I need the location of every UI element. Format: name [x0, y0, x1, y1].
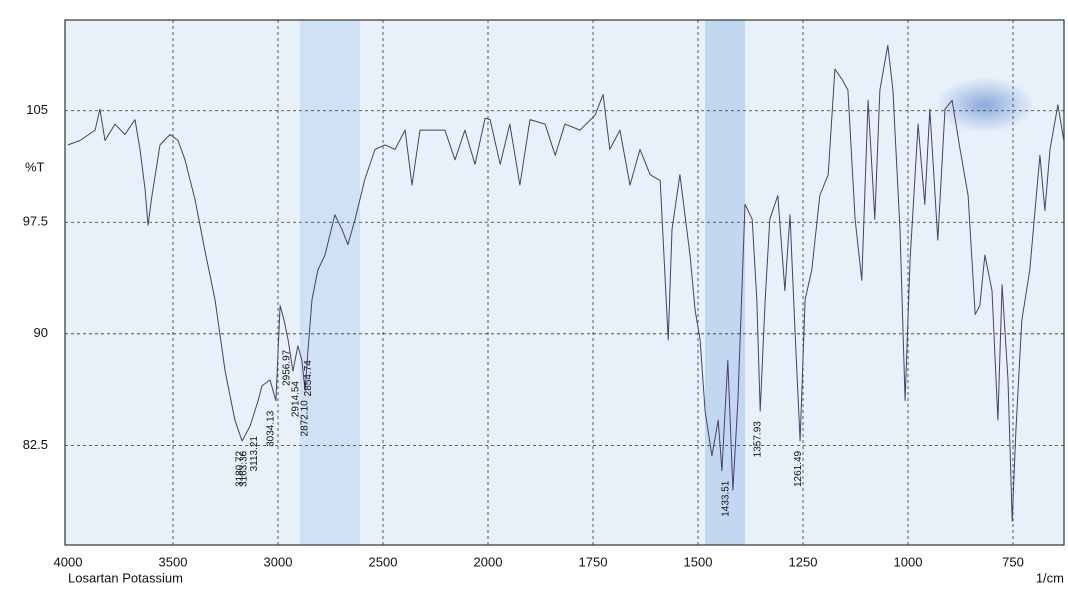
plot-background: [65, 20, 1064, 545]
x-tick-label: 4000: [54, 554, 83, 569]
x-tick-label: 1000: [894, 554, 923, 569]
peak-label: 2872.10: [299, 400, 310, 437]
peak-label: 3034.13: [265, 410, 276, 447]
chart: %T Losartan Potassium 1/cm 4000 3500 3000 2…: [0, 0, 1068, 589]
x-axis-label: 1/cm: [1036, 570, 1064, 585]
y-axis-label: %T: [25, 159, 45, 174]
stain: [705, 20, 745, 545]
peak-label: 2854.74: [303, 360, 314, 397]
x-tick-label: 750: [1002, 554, 1024, 569]
y-tick-label: 97.5: [23, 214, 48, 229]
x-tick-label: 2000: [474, 554, 503, 569]
peak-label: 1357.93: [752, 421, 763, 458]
peak-label: 1261.49: [793, 450, 804, 487]
x-tick-label: 1750: [579, 554, 608, 569]
y-tick-label: 82.5: [23, 437, 48, 452]
stain: [935, 77, 1035, 133]
page: %T Losartan Potassium 1/cm 4000 3500 3000 2…: [0, 0, 1068, 589]
peak-label: 2956.97: [282, 349, 293, 386]
peak-label: 3163.36: [238, 450, 249, 487]
peak-label: 3113.21: [249, 436, 260, 472]
x-tick-label: 2500: [369, 554, 398, 569]
y-tick-label: 105: [26, 102, 48, 117]
peak-label: 1433.51: [721, 480, 732, 517]
stain: [300, 20, 360, 545]
x-tick-label: 1500: [684, 554, 713, 569]
x-tick-label: 1250: [789, 554, 818, 569]
x-tick-label: 3500: [159, 554, 188, 569]
caption: Losartan Potassium: [68, 570, 183, 585]
x-tick-label: 3000: [264, 554, 293, 569]
y-tick-label: 90: [34, 325, 48, 340]
